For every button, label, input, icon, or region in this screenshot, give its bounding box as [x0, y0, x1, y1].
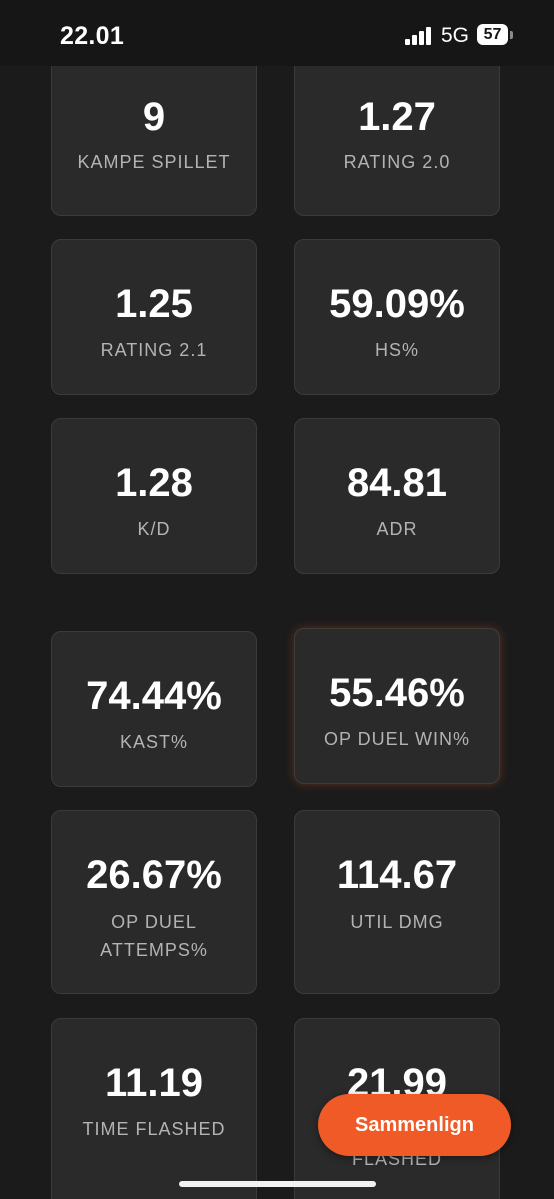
stat-label: OP DUEL ATTEMPS% — [100, 912, 208, 960]
network-type: 5G — [441, 24, 470, 47]
stat-card-hs-percent: 59.09% HS% — [294, 239, 500, 395]
stat-label: K/D — [137, 519, 171, 539]
stat-value: 26.67% — [86, 853, 222, 897]
stat-value: 59.09% — [329, 282, 465, 326]
stat-card-kd: 1.28 K/D — [51, 418, 257, 574]
stat-label: ADR — [376, 519, 418, 539]
stat-value: 84.81 — [346, 461, 448, 505]
stat-card-rating-2-0: 1.27 RATING 2.0 — [294, 66, 500, 216]
stat-card-adr: 84.81 ADR — [294, 418, 500, 574]
status-bar: 22.01 5G 57 — [0, 0, 554, 66]
stat-label: UTIL DMG — [350, 912, 444, 932]
cellular-signal-icon — [405, 27, 431, 45]
stat-value: 74.44% — [86, 674, 222, 718]
stat-card-op-duel-attempts: 26.67% OP DUEL ATTEMPS% — [51, 810, 257, 994]
stat-card-kast: 74.44% KAST% — [51, 631, 257, 787]
stat-card-matches-played: 9 KAMPE SPILLET — [51, 66, 257, 216]
status-time: 22.01 — [60, 22, 125, 50]
stat-value: 11.19 — [105, 1061, 203, 1105]
stat-value: 1.27 — [358, 95, 436, 139]
stat-value: 114.67 — [336, 853, 458, 897]
stat-card-op-duel-win: 55.46% OP DUEL WIN% — [294, 628, 500, 784]
stat-value: 9 — [142, 95, 166, 139]
stat-label: RATING 2.1 — [100, 340, 208, 360]
stat-card-rating-2-1: 1.25 RATING 2.1 — [51, 239, 257, 395]
stat-value: 1.28 — [115, 461, 193, 505]
stat-label: HS% — [374, 340, 419, 360]
stat-label: RATING 2.0 — [343, 152, 451, 172]
stat-value: 55.46% — [329, 671, 465, 715]
stat-value: 1.25 — [115, 282, 193, 326]
stat-card-time-flashed: 11.19 TIME FLASHED — [51, 1018, 257, 1199]
stat-label: KAMPE SPILLET — [77, 152, 231, 172]
home-indicator[interactable] — [179, 1181, 376, 1187]
battery-icon: 57 — [477, 24, 508, 45]
battery-tip — [510, 31, 513, 39]
compare-button[interactable]: Sammenlign — [318, 1094, 511, 1156]
stat-label: OP DUEL WIN% — [323, 729, 471, 749]
stat-label: TIME FLASHED — [82, 1119, 226, 1139]
stat-label: KAST% — [119, 732, 189, 752]
stat-card-util-dmg: 114.67 UTIL DMG — [294, 810, 500, 994]
stats-scroll-area[interactable]: 9 KAMPE SPILLET 1.27 RATING 2.0 1.25 RAT… — [0, 66, 554, 1199]
